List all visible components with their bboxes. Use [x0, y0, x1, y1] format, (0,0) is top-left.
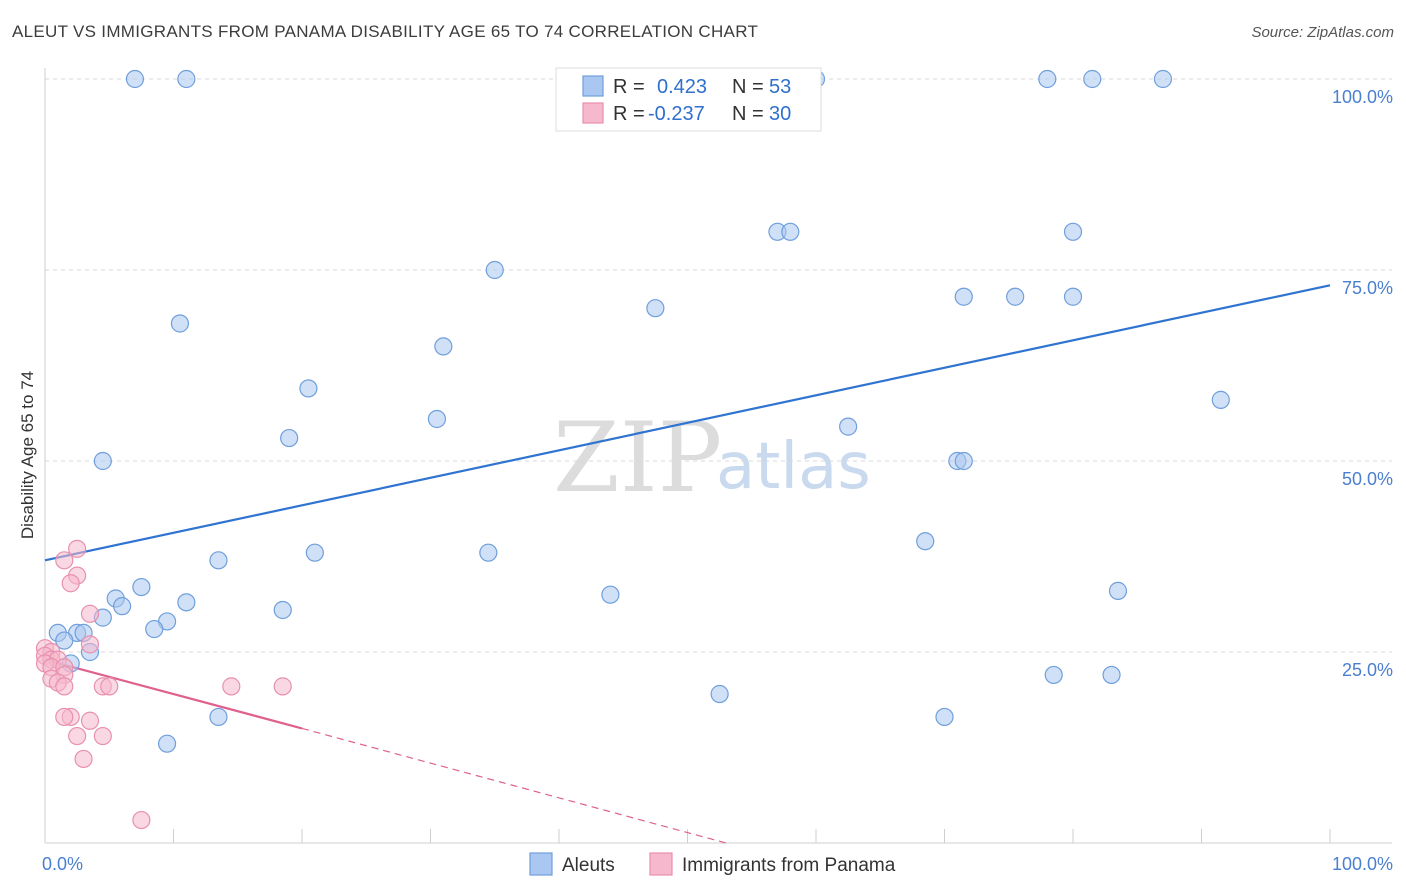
- aleuts-point-12: [1006, 287, 1025, 306]
- aleuts-point-24: [954, 451, 973, 471]
- panama-point-21: [273, 677, 292, 696]
- aleuts-point-46: [1102, 665, 1121, 685]
- aleuts-point-15: [170, 314, 190, 333]
- aleuts-point-9: [1063, 222, 1083, 241]
- aleuts-point-13: [1063, 287, 1083, 306]
- series-panama-points: [35, 539, 292, 830]
- legend-r-value-1: 0.423: [657, 76, 707, 98]
- y-tick-label-100: 100.0%: [1332, 87, 1393, 107]
- aleuts-point-27: [479, 543, 498, 562]
- bottom-legend: Aleuts Immigrants from Panama: [529, 852, 896, 876]
- legend-swatch-panama: [582, 102, 604, 124]
- aleuts-point-8: [781, 222, 800, 241]
- trend-line-panama-solid: [44, 658, 303, 730]
- aleuts-point-45: [1044, 665, 1063, 685]
- panama-point-0: [68, 539, 87, 558]
- panama-point-5: [80, 635, 100, 654]
- x-tick-label-min: 0.0%: [42, 854, 83, 874]
- watermark-zip: ZIP: [553, 402, 722, 514]
- aleuts-point-26: [305, 543, 324, 562]
- gridlines: [45, 78, 1392, 653]
- aleuts-point-11: [954, 287, 973, 306]
- legend-r-label-1: R =: [613, 76, 645, 98]
- aleuts-point-29: [132, 577, 151, 597]
- aleuts-point-18: [1211, 390, 1230, 409]
- panama-point-26: [93, 726, 112, 746]
- aleuts-point-25: [916, 532, 935, 551]
- aleuts-point-28: [209, 551, 228, 570]
- source-label: Source: ZipAtlas.com: [1251, 24, 1394, 41]
- panama-point-25: [68, 726, 87, 746]
- panama-point-1: [55, 551, 74, 570]
- legend-n-value-1: 53: [769, 76, 791, 98]
- aleuts-point-16: [434, 337, 453, 356]
- aleuts-point-0: [125, 69, 145, 89]
- aleuts-point-6: [1153, 69, 1173, 89]
- y-tick-label-50: 50.0%: [1342, 469, 1393, 489]
- aleuts-point-50: [157, 734, 177, 753]
- x-tick-label-max: 100.0%: [1332, 854, 1393, 874]
- aleuts-point-42: [55, 631, 74, 650]
- y-tick-label-75: 75.0%: [1342, 278, 1393, 298]
- aleuts-point-30: [1108, 581, 1128, 600]
- bottom-legend-swatch-aleuts: [529, 852, 553, 876]
- panama-point-27: [74, 749, 93, 769]
- aleuts-point-20: [839, 417, 858, 436]
- aleuts-point-1: [177, 69, 196, 89]
- legend-n-value-2: 30: [769, 103, 791, 125]
- legend-swatch-aleuts: [582, 75, 604, 97]
- legend-r-value-2: -0.237: [648, 103, 705, 125]
- y-axis-label: Disability Age 65 to 74: [18, 371, 37, 539]
- bottom-legend-label-panama: Immigrants from Panama: [682, 855, 896, 876]
- trend-line-panama-dashed: [301, 727, 727, 844]
- legend-box: R = 0.423 N = 53 R = -0.237 N = 30: [555, 67, 822, 132]
- bottom-legend-label-aleuts: Aleuts: [562, 855, 615, 876]
- panama-point-4: [80, 604, 100, 623]
- panama-point-28: [132, 810, 151, 830]
- aleuts-point-48: [209, 707, 228, 727]
- watermark-atlas: atlas: [716, 430, 871, 504]
- legend-r-label-2: R =: [613, 103, 645, 125]
- aleuts-point-33: [177, 593, 196, 612]
- panama-point-17: [55, 677, 74, 696]
- aleuts-point-10: [485, 260, 504, 280]
- x-tick-marks: [173, 829, 1331, 843]
- aleuts-point-17: [299, 379, 318, 398]
- panama-point-19: [100, 677, 119, 696]
- chart-title: ALEUT VS IMMIGRANTS FROM PANAMA DISABILI…: [12, 22, 759, 41]
- legend-n-label-2: N =: [732, 103, 764, 125]
- panama-point-23: [55, 707, 74, 727]
- panama-point-20: [222, 677, 241, 696]
- aleuts-point-21: [280, 428, 299, 448]
- y-tick-labels: 25.0% 50.0% 75.0% 100.0%: [1332, 87, 1393, 680]
- aleuts-point-22: [93, 451, 112, 471]
- aleuts-point-38: [145, 619, 164, 639]
- trend-line-aleuts: [44, 284, 1331, 562]
- aleuts-point-5: [1083, 69, 1102, 89]
- bottom-legend-swatch-panama: [649, 852, 673, 876]
- panama-point-24: [80, 711, 100, 730]
- panama-point-3: [61, 574, 80, 593]
- aleuts-point-4: [1038, 69, 1057, 89]
- aleuts-point-49: [935, 707, 954, 727]
- aleuts-point-19: [427, 409, 447, 429]
- aleuts-point-31: [601, 585, 620, 604]
- aleuts-point-34: [112, 597, 132, 616]
- aleuts-point-47: [710, 684, 729, 704]
- aleuts-point-14: [646, 299, 665, 318]
- aleuts-point-35: [273, 600, 292, 620]
- y-tick-label-25: 25.0%: [1342, 660, 1393, 680]
- legend-n-label-1: N =: [732, 76, 764, 98]
- series-aleuts-points: [48, 69, 1230, 753]
